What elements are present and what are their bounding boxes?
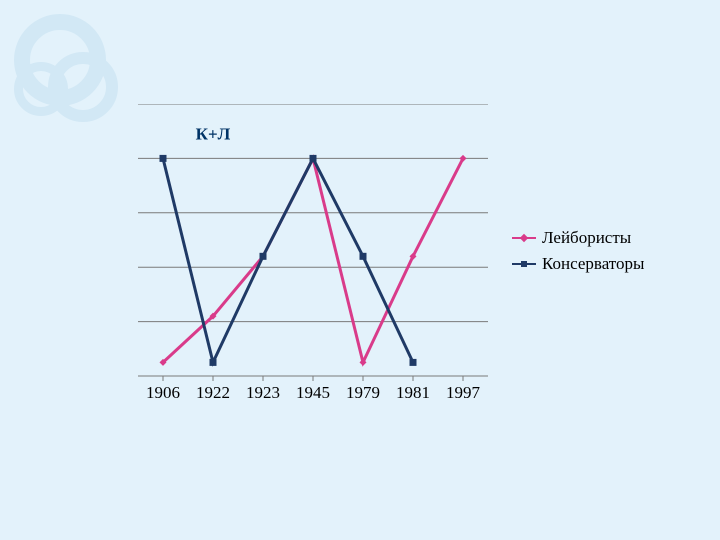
chart-svg: К+Л 1906 1922 1923 1945 1979 1981 1997: [138, 104, 488, 434]
x-axis-label: 1922: [196, 383, 230, 402]
series-marker: [310, 155, 317, 162]
chart-legend: Лейбористы Консерваторы: [512, 228, 644, 280]
series-marker: [360, 253, 367, 260]
series-marker: [210, 359, 217, 366]
x-axis-label: 1979: [346, 383, 380, 402]
series-line-1: [163, 158, 413, 362]
legend-item: Лейбористы: [512, 228, 644, 248]
series-line-0: [163, 158, 463, 362]
legend-item: Консерваторы: [512, 254, 644, 274]
page: К+Л 1906 1922 1923 1945 1979 1981 1997 Лейборис…: [0, 0, 720, 540]
chart-title: К+Л: [196, 124, 231, 143]
x-axis-label: 1997: [446, 383, 481, 402]
x-axis-label: 1923: [246, 383, 280, 402]
line-chart: К+Л 1906 1922 1923 1945 1979 1981 1997: [138, 104, 488, 434]
legend-label: Консерваторы: [542, 254, 644, 274]
x-axis-label: 1945: [296, 383, 330, 402]
legend-label: Лейбористы: [542, 228, 631, 248]
legend-swatch: [512, 263, 536, 265]
deco-circle: [14, 62, 68, 116]
x-axis-label: 1981: [396, 383, 430, 402]
series-marker: [410, 359, 417, 366]
legend-swatch: [512, 237, 536, 239]
series-marker: [160, 155, 167, 162]
series-marker: [260, 253, 267, 260]
corner-decoration: [14, 14, 134, 134]
x-axis-label: 1906: [146, 383, 180, 402]
